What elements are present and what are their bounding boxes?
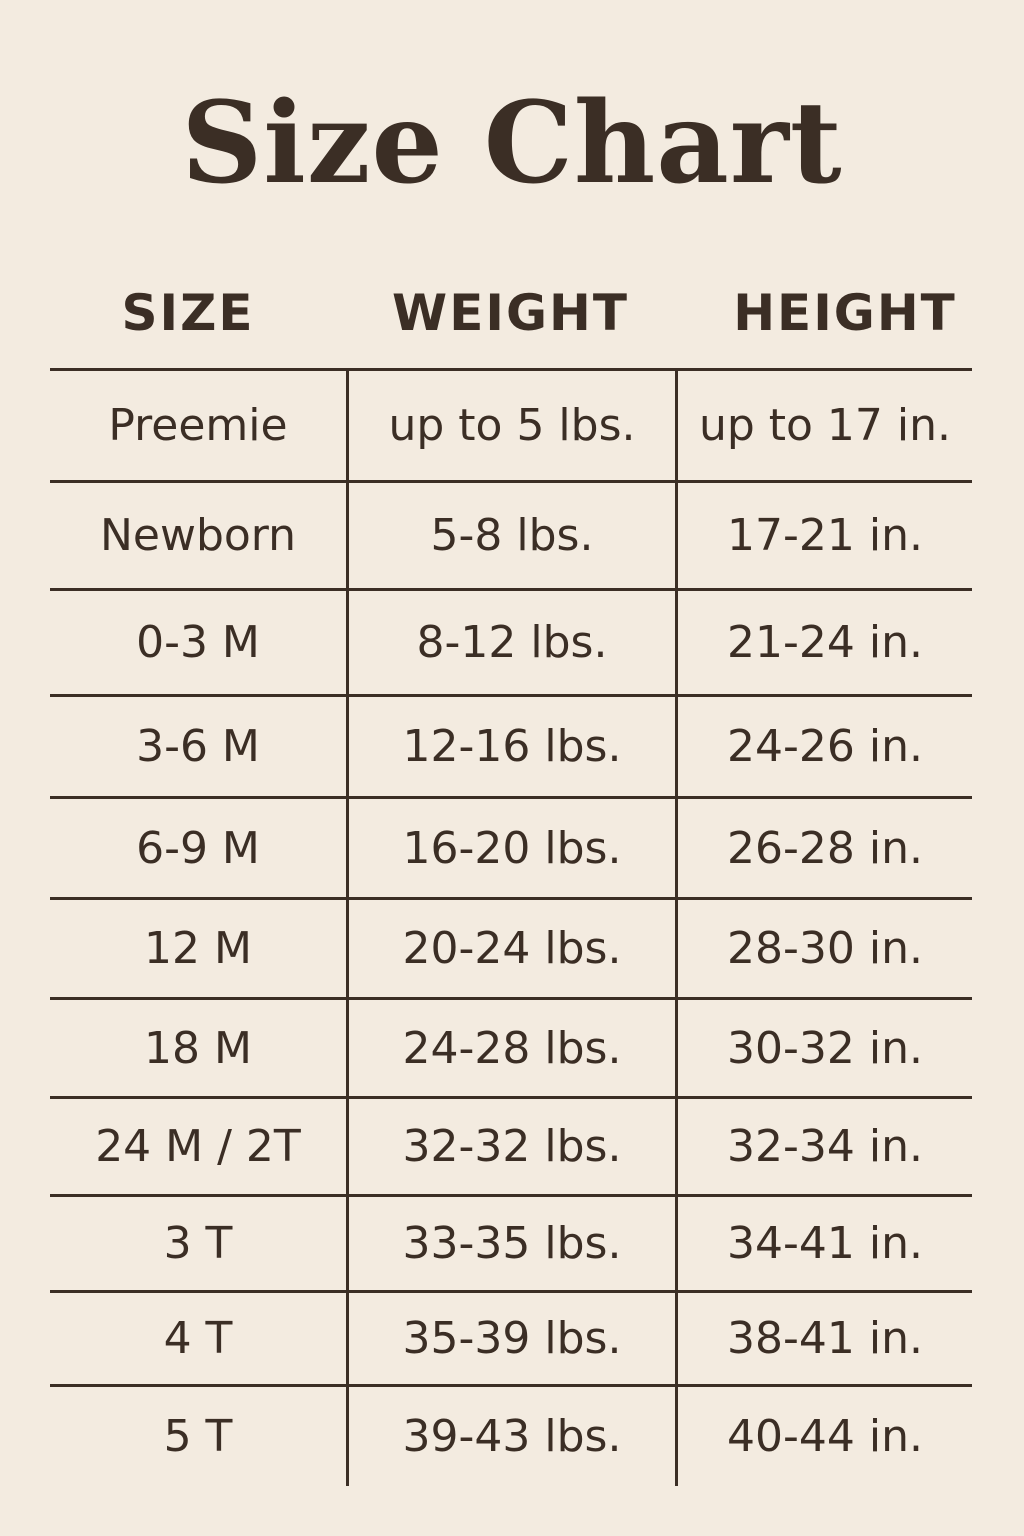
weight-cell: 12-16 lbs.: [346, 697, 675, 796]
size-cell: 4 T: [163, 1313, 233, 1364]
page-title: Size Chart: [181, 78, 843, 209]
weight-cell: 32-32 lbs.: [346, 1099, 675, 1194]
table-row: 6-9 M 16-20 lbs. 26-28 in.: [50, 796, 972, 897]
table-row: 24 M / 2T 32-32 lbs. 32-34 in.: [50, 1096, 972, 1194]
weight-cell: 24-28 lbs.: [346, 1000, 675, 1096]
table-row: 3-6 M 12-16 lbs. 24-26 in.: [50, 694, 972, 796]
height-cell: 34-41 in.: [675, 1197, 972, 1290]
size-cell: 6-9 M: [136, 822, 260, 874]
size-cell: Preemie: [108, 400, 288, 451]
height-cell: 32-34 in.: [675, 1099, 972, 1194]
size-cell: Newborn: [99, 510, 297, 561]
table-row: 18 M 24-28 lbs. 30-32 in.: [50, 997, 972, 1096]
size-cell: 24 M / 2T: [95, 1121, 301, 1172]
weight-cell: 8-12 lbs.: [346, 591, 675, 694]
size-cell: 0-3 M: [136, 617, 260, 668]
height-cell: 38-41 in.: [675, 1293, 972, 1384]
weight-cell: 33-35 lbs.: [346, 1197, 675, 1290]
height-cell: 21-24 in.: [675, 591, 972, 694]
table-row: 3 T 33-35 lbs. 34-41 in.: [50, 1194, 972, 1290]
table-row: 0-3 M 8-12 lbs. 21-24 in.: [50, 588, 972, 694]
height-cell: up to 17 in.: [675, 371, 972, 480]
table-row: Preemie up to 5 lbs. up to 17 in.: [50, 368, 972, 480]
size-cell: 18 M: [144, 1022, 252, 1074]
weight-cell: up to 5 lbs.: [346, 371, 675, 480]
table-row: 12 M 20-24 lbs. 28-30 in.: [50, 897, 972, 997]
height-cell: 17-21 in.: [675, 483, 972, 588]
table-row: 4 T 35-39 lbs. 38-41 in.: [50, 1290, 972, 1384]
weight-cell: 5-8 lbs.: [346, 483, 675, 588]
size-cell: 5 T: [163, 1411, 233, 1462]
size-cell: 3 T: [163, 1218, 233, 1269]
table-row: Newborn 5-8 lbs. 17-21 in.: [50, 480, 972, 588]
weight-cell: 20-24 lbs.: [346, 900, 675, 997]
height-cell: 24-26 in.: [675, 697, 972, 796]
size-table: Preemie up to 5 lbs. up to 17 in. Newborn 5-…: [50, 368, 972, 1486]
header-size: SIZE: [121, 284, 255, 342]
header-height: HEIGHT: [733, 284, 957, 342]
height-cell: 40-44 in.: [675, 1387, 972, 1486]
size-cell: 3-6 M: [136, 721, 260, 772]
size-cell: 12 M: [144, 923, 252, 974]
height-cell: 28-30 in.: [675, 900, 972, 997]
header-weight: WEIGHT: [392, 284, 629, 342]
weight-cell: 35-39 lbs.: [346, 1293, 675, 1384]
weight-cell: 39-43 lbs.: [346, 1387, 675, 1486]
height-cell: 30-32 in.: [675, 1000, 972, 1096]
height-cell: 26-28 in.: [675, 799, 972, 897]
table-row: 5 T 39-43 lbs. 40-44 in.: [50, 1384, 972, 1486]
weight-cell: 16-20 lbs.: [346, 799, 675, 897]
